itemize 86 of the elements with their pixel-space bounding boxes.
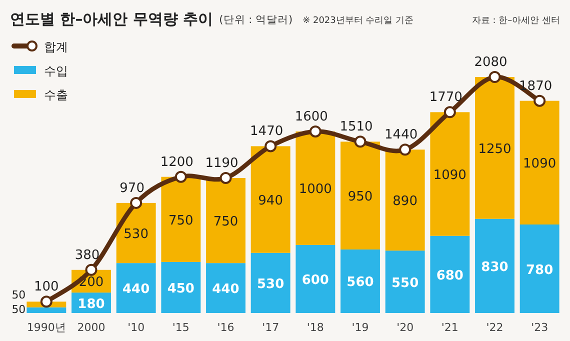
- bar: [206, 178, 246, 264]
- point: [488, 71, 501, 83]
- data-label: 600: [302, 272, 329, 288]
- bar: [475, 77, 514, 219]
- data-label: 1770: [429, 90, 462, 106]
- data-label: 1000: [298, 182, 332, 198]
- x-tick-label: '19: [352, 321, 369, 334]
- data-label: 1250: [478, 142, 512, 157]
- point: [130, 196, 142, 209]
- data-label: 530: [124, 227, 148, 242]
- x-tick-label: '18: [306, 321, 324, 334]
- data-label: 450: [167, 281, 194, 296]
- data-label: 970: [120, 180, 144, 196]
- x-tick-label: '20: [396, 321, 414, 334]
- point: [40, 296, 52, 308]
- data-label: 890: [392, 194, 418, 210]
- legend-label: 수출: [44, 88, 68, 102]
- text: (단위 : 억달러): [219, 14, 293, 26]
- x-tick-label: '23: [531, 321, 548, 334]
- bar: [385, 150, 425, 251]
- point: [354, 136, 366, 148]
- point: [309, 125, 322, 138]
- bar: [296, 244, 336, 313]
- data-label: 560: [346, 275, 374, 290]
- x-tick-label: '21: [441, 321, 458, 334]
- point: [444, 106, 456, 118]
- data-label: 1090: [523, 156, 556, 172]
- point: [264, 140, 277, 152]
- point: [174, 170, 187, 183]
- bar: [520, 100, 560, 224]
- bar: [430, 112, 470, 236]
- data-label: 440: [212, 282, 240, 298]
- data-label: 1190: [205, 156, 238, 171]
- data-label: 380: [74, 248, 100, 263]
- bar: [250, 146, 290, 253]
- point: [534, 94, 546, 107]
- legend-label: 수입: [44, 64, 68, 78]
- data-label: 530: [257, 276, 284, 292]
- data-label: 50: [12, 303, 26, 316]
- data-label: 1510: [340, 120, 373, 135]
- bar: [161, 176, 201, 262]
- point: [85, 264, 98, 276]
- bar: [340, 142, 380, 250]
- bar: [385, 250, 425, 313]
- bar: [206, 263, 246, 313]
- data-label: 940: [258, 194, 283, 209]
- bar: [116, 263, 156, 313]
- data-label: 830: [481, 260, 508, 275]
- bar: [296, 131, 336, 245]
- data-label: 2080: [474, 55, 508, 70]
- data-label: 550: [392, 276, 419, 291]
- data-label: 780: [526, 262, 554, 278]
- x-tick-label: '10: [128, 321, 145, 334]
- data-label: 1470: [250, 124, 284, 140]
- data-label: 1440: [384, 128, 418, 143]
- data-label: 750: [213, 214, 238, 230]
- point: [399, 144, 412, 156]
- data-label: 50: [12, 288, 26, 302]
- point: [220, 172, 232, 184]
- x-tick-label: '22: [486, 321, 504, 334]
- legend-label: 합계: [44, 40, 68, 54]
- bar: [340, 249, 380, 313]
- data-label: 1600: [294, 109, 328, 124]
- data-label: 1090: [433, 168, 466, 184]
- data-label: 950: [348, 190, 373, 205]
- annotation: 자료 : 한–아세안 센터: [472, 16, 560, 26]
- data-label: 680: [436, 268, 464, 284]
- bar: [250, 252, 290, 313]
- x-tick-label: 2000: [77, 321, 106, 334]
- text: 연도별 한–아세안 무역량 추이: [10, 10, 214, 28]
- x-tick-label: '17: [262, 321, 280, 334]
- x-tick-label: 1990년: [26, 321, 66, 334]
- annotation: ※ 2023년부터 수리일 기준: [302, 16, 414, 26]
- bar: [430, 236, 470, 313]
- bar: [520, 224, 560, 313]
- data-label: 100: [34, 280, 59, 295]
- bar: [26, 307, 66, 313]
- bar: [475, 218, 514, 313]
- x-tick-label: '15: [172, 321, 190, 334]
- bar: [161, 262, 201, 313]
- data-label: 1870: [519, 78, 552, 94]
- data-label: 750: [168, 213, 194, 228]
- data-label: 440: [122, 282, 150, 298]
- x-tick-label: '16: [217, 321, 234, 334]
- data-label: 1200: [160, 154, 194, 170]
- data-label: 180: [78, 296, 105, 312]
